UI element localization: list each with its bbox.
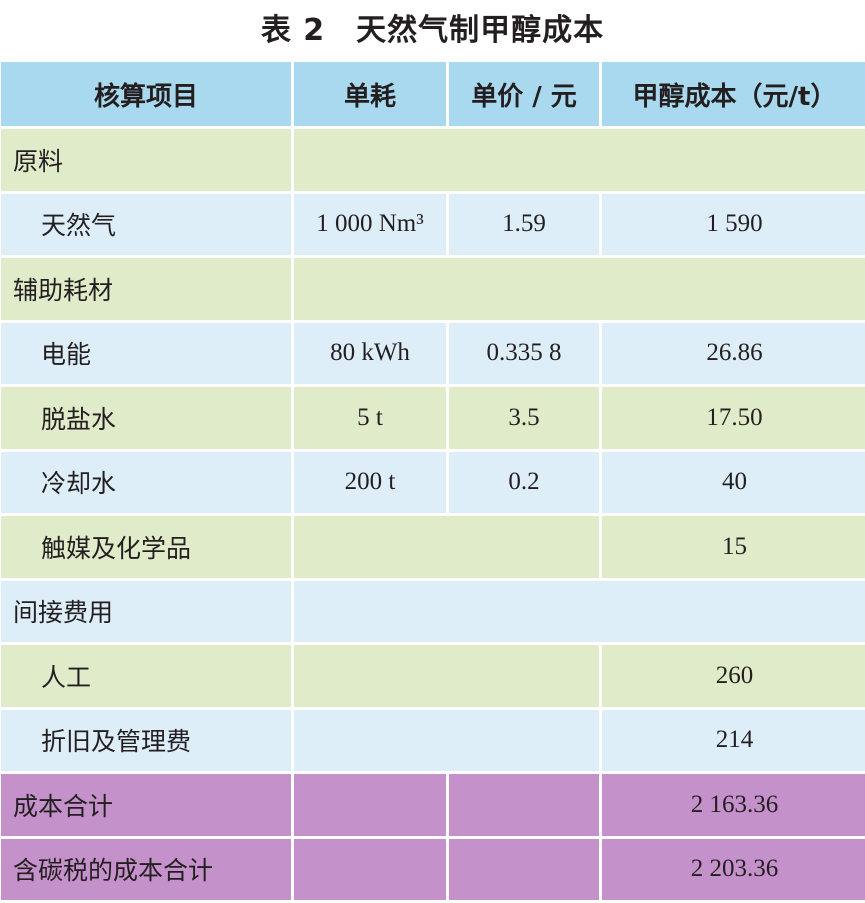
empty-cell [294, 838, 446, 900]
cell: 0.2 [449, 451, 599, 513]
cell: 折旧及管理费 [1, 709, 291, 771]
cell: 2 163.36 [602, 774, 865, 836]
column-header: 甲醇成本（元/t） [602, 62, 865, 126]
cell: 成本合计 [1, 774, 291, 836]
cell: 260 [602, 645, 865, 707]
empty-cell [294, 580, 865, 642]
cell: 脱盐水 [1, 387, 291, 449]
cell: 5 t [294, 387, 446, 449]
cell: 3.5 [449, 387, 599, 449]
row: 含碳税的成本合计 2 203.36 [1, 838, 865, 900]
row: 触媒及化学品 15 [1, 516, 865, 578]
cell: 40 [602, 451, 865, 513]
row: 脱盐水 5 t 3.5 17.50 [1, 387, 865, 449]
cell: 26.86 [602, 322, 865, 384]
row: 天然气 1 000 Nm³ 1.59 1 590 [1, 193, 865, 255]
cell: 冷却水 [1, 451, 291, 513]
cell: 电能 [1, 322, 291, 384]
cell: 辅助耗材 [1, 258, 291, 320]
empty-cell [294, 516, 599, 578]
row: 成本合计 2 163.36 [1, 774, 865, 836]
cell: 天然气 [1, 193, 291, 255]
cell: 1 590 [602, 193, 865, 255]
empty-cell [449, 774, 599, 836]
cell: 17.50 [602, 387, 865, 449]
row: 人工 260 [1, 645, 865, 707]
row: 电能 80 kWh 0.335 8 26.86 [1, 322, 865, 384]
empty-cell [294, 709, 599, 771]
cell: 2 203.36 [602, 838, 865, 900]
cell: 15 [602, 516, 865, 578]
row: 折旧及管理费 214 [1, 709, 865, 771]
empty-cell [294, 774, 446, 836]
cell: 人工 [1, 645, 291, 707]
cell: 1 000 Nm³ [294, 193, 446, 255]
header-row: 核算项目 单耗 单价 / 元 甲醇成本（元/t） [1, 62, 865, 126]
empty-cell [294, 258, 865, 320]
cell: 80 kWh [294, 322, 446, 384]
empty-cell [294, 645, 599, 707]
cell: 含碳税的成本合计 [1, 838, 291, 900]
row: 原料 [1, 129, 865, 191]
cell: 200 t [294, 451, 446, 513]
cell: 间接费用 [1, 580, 291, 642]
cost-table: 核算项目 单耗 单价 / 元 甲醇成本（元/t） 原料 天然气 1 000 Nm… [0, 59, 865, 903]
cell: 1.59 [449, 193, 599, 255]
row: 间接费用 [1, 580, 865, 642]
table-title: 表 2 天然气制甲醇成本 [260, 13, 605, 48]
cell: 触媒及化学品 [1, 516, 291, 578]
empty-cell [294, 129, 865, 191]
row: 辅助耗材 [1, 258, 865, 320]
row: 冷却水 200 t 0.2 40 [1, 451, 865, 513]
cell: 214 [602, 709, 865, 771]
empty-cell [449, 838, 599, 900]
cell: 原料 [1, 129, 291, 191]
cell: 0.335 8 [449, 322, 599, 384]
column-header: 核算项目 [1, 62, 291, 126]
column-header: 单价 / 元 [449, 62, 599, 126]
column-header: 单耗 [294, 62, 446, 126]
